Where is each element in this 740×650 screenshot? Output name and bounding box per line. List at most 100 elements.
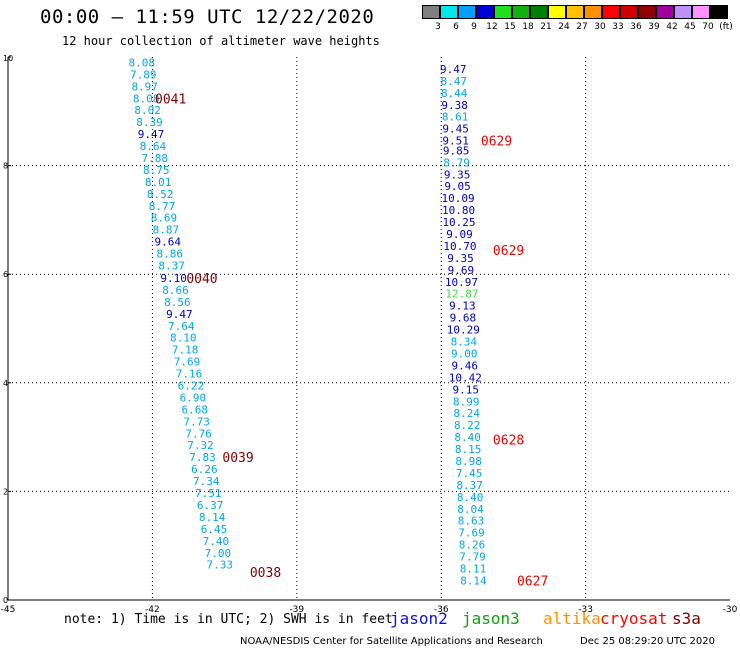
colorbar-label: 3: [435, 22, 441, 32]
swh-value: 8.40: [454, 431, 481, 444]
swh-value: 6.68: [182, 403, 209, 416]
y-tick-label: 4: [3, 379, 8, 388]
swh-value: 8.40: [457, 491, 484, 504]
chart-title: 00:00 — 11:59 UTC 12/22/2020: [40, 6, 375, 28]
colorbar-label: 18: [522, 22, 534, 32]
swh-value: 6.90: [180, 391, 207, 404]
swh-value: 8.56: [164, 296, 191, 309]
colorbar-label: 39: [648, 22, 660, 32]
swh-value: 8.99: [453, 395, 480, 408]
colorbar-swatch: [458, 5, 476, 19]
footer-timestamp: Dec 25 08:29:20 UTC 2020: [580, 636, 715, 647]
swh-value: 8.10: [170, 332, 197, 345]
swh-value: 7.79: [459, 551, 486, 564]
x-tick-label: -36: [434, 605, 449, 615]
swh-value: 6.22: [178, 380, 205, 393]
swh-value: 9.47: [138, 128, 165, 141]
swh-value: 9.00: [451, 347, 478, 360]
swh-value: 8.86: [156, 248, 183, 261]
swh-value: 6.37: [197, 499, 224, 512]
pass-time-label: 0041: [155, 92, 186, 107]
colorbar-label: 70: [702, 22, 714, 32]
swh-value: 9.85: [443, 144, 470, 157]
swh-value: 10.25: [442, 216, 475, 229]
colorbar-swatch: [674, 5, 692, 19]
x-tick-label: -39: [289, 605, 304, 615]
chart-subtitle: 12 hour collection of altimeter wave hei…: [62, 34, 380, 48]
colorbar-swatch: [530, 5, 548, 19]
swh-value: 8.08: [133, 92, 160, 105]
swh-value: 10.42: [449, 371, 482, 384]
pass-time-label: 0627: [517, 574, 548, 589]
swh-value: 6.26: [191, 463, 218, 476]
colorbar-label: 33: [612, 22, 624, 32]
legend-cryosat: cryosat: [600, 609, 668, 628]
swh-value: 8.22: [454, 419, 481, 432]
colorbar-swatch: [602, 5, 620, 19]
colorbar-label: 9: [471, 22, 477, 32]
swh-value: 8.66: [162, 284, 189, 297]
swh-value: 9.47: [440, 63, 467, 76]
swh-value: 8.34: [451, 336, 478, 349]
swh-value: 9.15: [452, 383, 479, 396]
swh-value: 10.97: [445, 276, 478, 289]
x-tick-label: -42: [145, 605, 160, 615]
swh-value: 7.45: [456, 467, 483, 480]
swh-value: 7.51: [195, 487, 222, 500]
swh-value: 9.09: [446, 228, 473, 241]
swh-value: 9.46: [452, 359, 479, 372]
swh-value: 8.61: [442, 111, 469, 124]
swh-value: 8.47: [440, 75, 467, 88]
legend-note: note: 1) Time is in UTC; 2) SWH is in fe…: [64, 612, 393, 627]
swh-value: 9.68: [450, 312, 477, 325]
swh-value: 8.44: [441, 87, 468, 100]
legend-s3a: s3a: [672, 609, 701, 628]
swh-value: 7.83: [189, 451, 216, 464]
pass-time-label: 0628: [493, 433, 524, 448]
swh-value: 12.87: [445, 288, 478, 301]
swh-value: 8.64: [140, 140, 167, 153]
pass-time-label: 0629: [481, 135, 512, 150]
swh-value: 8.77: [149, 200, 176, 213]
swh-value: 8.14: [460, 574, 487, 587]
swh-value: 6.45: [201, 523, 228, 536]
swh-value: 7.69: [174, 356, 201, 369]
colorbar-swatch: [512, 5, 530, 19]
colorbar-swatch: [656, 5, 674, 19]
pass-time-label: 0629: [493, 244, 524, 259]
swh-value: 10.09: [441, 192, 474, 205]
swh-value: 7.00: [205, 547, 232, 560]
colorbar-swatch: [440, 5, 458, 19]
swh-value: 9.45: [442, 123, 469, 136]
swh-value: 7.89: [130, 68, 157, 81]
legend-altika: altika: [543, 609, 601, 628]
pass-time-label: 0040: [186, 272, 217, 287]
colorbar-swatch: [584, 5, 602, 19]
swh-value: 8.26: [459, 539, 486, 552]
swh-value: 8.02: [134, 104, 161, 117]
swh-value: 9.64: [155, 236, 182, 249]
swh-value: 8.79: [443, 156, 470, 169]
swh-value: 8.37: [158, 260, 185, 273]
swh-value: 9.51: [442, 135, 469, 148]
swh-value: 7.64: [168, 320, 195, 333]
swh-value: 8.39: [136, 116, 163, 129]
colorbar-swatch: [710, 5, 728, 19]
swh-value: 9.69: [448, 264, 475, 277]
swh-value: 8.01: [145, 176, 172, 189]
swh-value: 9.35: [444, 168, 471, 181]
swh-value: 7.73: [183, 415, 210, 428]
legend-jason3: jason3: [462, 609, 520, 628]
swh-value: 9.05: [444, 180, 471, 193]
swh-value: 9.38: [441, 99, 468, 112]
legend-jason2: jason2: [390, 609, 448, 628]
swh-value: 8.15: [455, 443, 482, 456]
swh-value: 10.29: [447, 324, 480, 337]
colorbar-label: 42: [666, 22, 678, 32]
swh-value: 7.88: [142, 152, 169, 165]
swh-value: 8.87: [153, 224, 180, 237]
swh-value: 8.08: [129, 56, 156, 69]
swh-value: 9.10: [160, 272, 187, 285]
colorbar-swatch: [566, 5, 584, 19]
